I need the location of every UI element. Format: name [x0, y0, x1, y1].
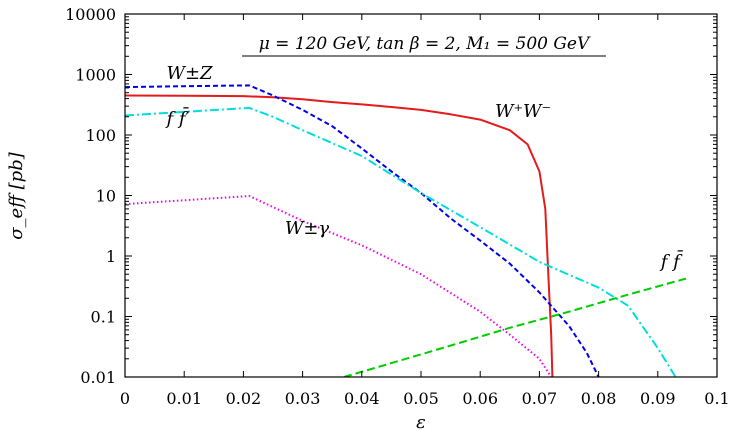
- x-tick-label-3: 0.03: [285, 389, 321, 408]
- x-tick-label-10: 0.1: [704, 389, 729, 408]
- x-tick-label-2: 0.02: [226, 389, 262, 408]
- title-box: [238, 28, 610, 58]
- series-label-4: f f̄: [659, 248, 684, 272]
- series-label-1: W±Z: [166, 63, 213, 84]
- x-tick-label-9: 0.09: [640, 389, 676, 408]
- series-line-1: [125, 84, 600, 377]
- text-layer: 0 0.01 0.02 0.03 0.04 0.05 0.06 0.07 0.08 0.09 0.1…: [65, 5, 730, 408]
- series-line-2: [125, 106, 677, 377]
- chart-title: μ = 120 GeV, tan β = 2, M₁ = 500 GeV: [259, 34, 591, 54]
- series-label-2: f f̄′: [164, 105, 189, 129]
- x-tick-label-8: 0.08: [581, 389, 617, 408]
- curves-layer: [125, 84, 688, 377]
- x-tick-label-7: 0.07: [522, 389, 558, 408]
- y-tick-label-6: 10000: [65, 5, 116, 24]
- series-line-0: [125, 94, 554, 377]
- series-label-3: W±γ: [285, 218, 330, 239]
- x-tick-label-0: 0: [120, 389, 130, 408]
- y-tick-label-0: 0.01: [80, 368, 116, 387]
- series-line-4: [343, 277, 688, 377]
- series-line-3: [125, 195, 553, 377]
- x-tick-label-5: 0.05: [403, 389, 439, 408]
- series-label-0: W⁺W⁻: [495, 101, 551, 122]
- y-tick-label-1: 0.1: [91, 308, 116, 327]
- x-tick-label-1: 0.01: [166, 389, 202, 408]
- x-axis-label: ε: [416, 412, 426, 433]
- ticks-layer: [124, 13, 718, 378]
- plot-frame: [124, 13, 718, 378]
- y-axis-label: σ_eff [pb]: [6, 151, 27, 239]
- y-tick-label-4: 100: [85, 126, 116, 145]
- y-tick-label-5: 1000: [75, 66, 116, 85]
- x-tick-label-6: 0.06: [462, 389, 498, 408]
- y-tick-label-3: 10: [96, 187, 116, 206]
- y-tick-label-2: 1: [106, 247, 116, 266]
- x-tick-label-4: 0.04: [344, 389, 380, 408]
